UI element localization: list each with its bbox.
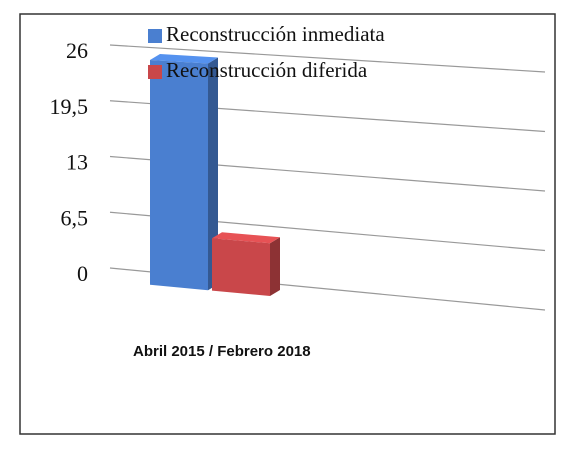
legend-swatch [148, 65, 162, 79]
y-tick-label: 13 [66, 150, 88, 175]
bar-side [208, 57, 218, 291]
legend-label: Reconstrucción diferida [166, 58, 368, 82]
bar [212, 238, 270, 297]
y-tick-label: 19,5 [50, 94, 89, 119]
bar-top [150, 54, 218, 64]
y-tick-label: 26 [66, 38, 88, 63]
x-tick-label: Abril 2015 / Febrero 2018 [133, 343, 311, 360]
y-tick-label: 0 [77, 261, 88, 286]
bar [150, 60, 208, 291]
grid-line [109, 44, 546, 73]
bar-side [270, 237, 280, 297]
bar-top [212, 232, 280, 244]
frame [19, 13, 556, 435]
y-tick-label: 6,5 [61, 205, 89, 230]
legend-swatch [148, 29, 162, 43]
legend-label: Reconstrucción inmediata [166, 22, 385, 46]
